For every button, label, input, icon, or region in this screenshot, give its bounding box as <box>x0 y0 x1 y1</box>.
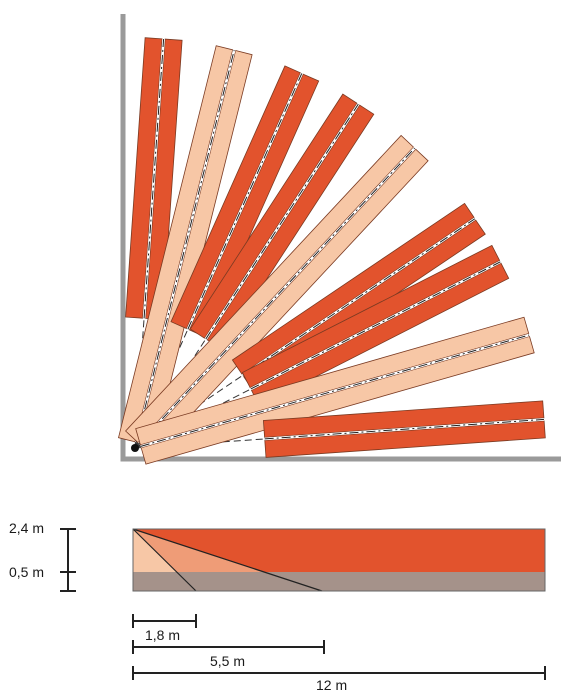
beam-centerline <box>264 418 545 440</box>
top-view <box>118 14 561 465</box>
beam-strip <box>125 134 415 444</box>
dimension-label-2: 5,5 m <box>210 653 245 669</box>
dimension-label-1: 1,8 m <box>145 627 180 643</box>
beam-strip <box>262 400 545 438</box>
detection-beam-5 <box>125 134 429 457</box>
dimension-3: 12 m <box>132 666 546 693</box>
beam-centerline <box>242 218 476 376</box>
detection-beam-9 <box>262 400 546 458</box>
beam-strip <box>118 45 234 443</box>
beam-strip <box>125 37 163 319</box>
beam-strip <box>170 65 301 330</box>
dimension-1: 1,8 m <box>132 614 197 643</box>
dimension-2: 5,5 m <box>132 640 325 669</box>
detection-beam-1 <box>125 37 183 321</box>
beam-centerline <box>140 334 530 447</box>
beam-strip <box>189 93 358 339</box>
height-label-top: 2,4 m <box>9 520 44 536</box>
beam-strip <box>264 420 546 458</box>
detection-beam-3 <box>170 65 320 338</box>
beam-centerline <box>143 38 165 319</box>
beam-centerline <box>138 147 415 444</box>
beam-centerline <box>187 73 303 330</box>
wall-corner <box>120 14 561 462</box>
detection-beam-4 <box>189 93 375 350</box>
side-view-outline <box>132 528 546 592</box>
sensor-icon <box>131 444 139 452</box>
dimension-lines: 1,8 m 5,5 m 12 m <box>132 614 546 693</box>
light-zone-edge <box>132 528 197 592</box>
detection-beam-2 <box>118 45 253 448</box>
beam-strip <box>241 244 501 389</box>
beam-strip <box>231 202 475 375</box>
detection-beam-7 <box>241 244 510 407</box>
ground-band <box>133 572 545 591</box>
mid-zone-edge <box>132 528 323 592</box>
beam-centerline <box>205 103 359 340</box>
height-label-low: 0,5 m <box>9 564 44 580</box>
detection-beam-8 <box>135 316 535 465</box>
beam-centerline <box>250 261 501 390</box>
beam-centerline <box>135 50 235 443</box>
beam-strip <box>140 335 535 465</box>
beam-strip <box>135 316 530 446</box>
detection-fan <box>118 37 546 465</box>
side-view: 2,4 m 0,5 m <box>9 520 546 592</box>
dimension-label-3: 12 m <box>316 677 347 693</box>
